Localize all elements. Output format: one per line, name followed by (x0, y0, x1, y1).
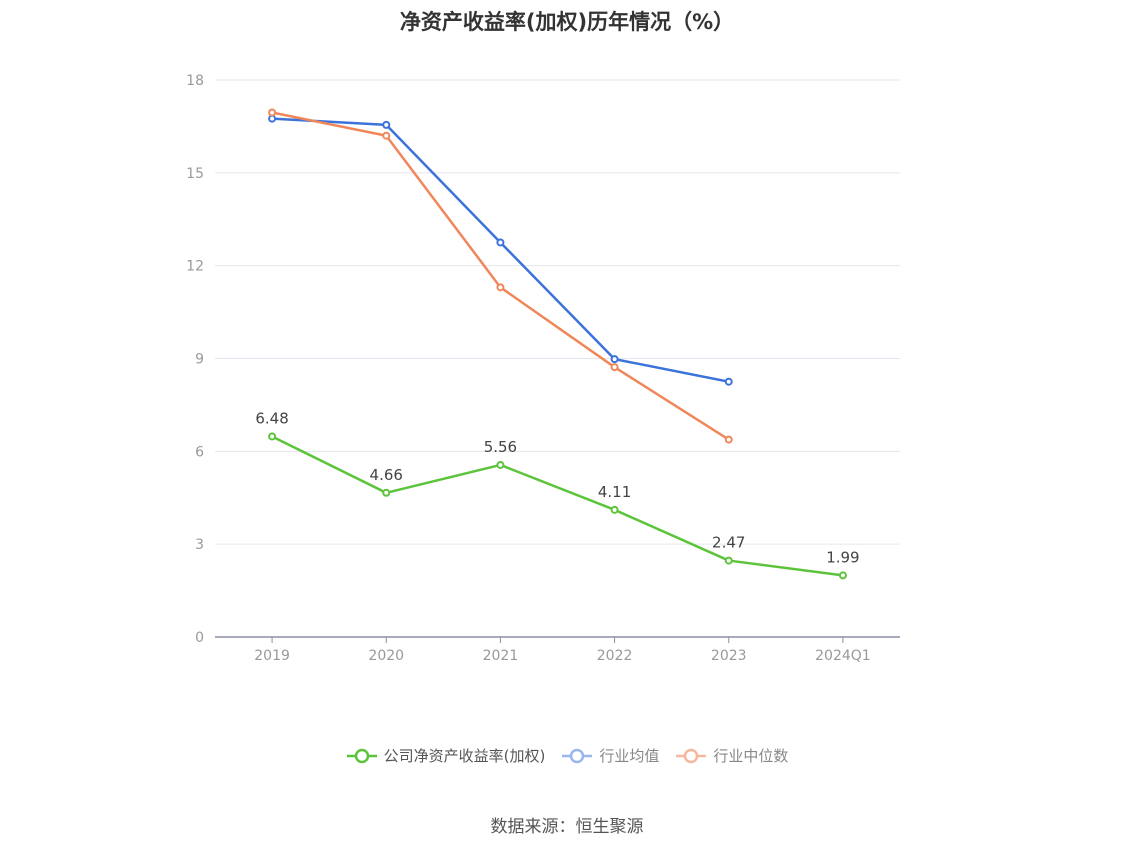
legend-label-industry-mean: 行业均值 (599, 747, 660, 765)
y-tick-label: 12 (186, 259, 204, 275)
data-point (724, 435, 733, 444)
data-point (382, 488, 391, 497)
legend-item-company-roe[interactable]: 公司净资产收益率(加权) (346, 745, 546, 766)
legend-line-marker-icon (676, 748, 707, 763)
y-tick-label: 9 (195, 352, 204, 368)
data-label: 1.99 (826, 548, 859, 566)
series-line-1 (272, 117, 729, 383)
data-point (838, 571, 847, 580)
data-point (268, 432, 277, 441)
legend-label-industry-median: 行业中位数 (713, 747, 789, 765)
x-tick-label: 2024Q1 (815, 648, 871, 664)
legend-item-industry-median[interactable]: 行业中位数 (675, 745, 788, 766)
chart-title: 净资产收益率(加权)历年情况（%） (399, 10, 735, 34)
data-point (724, 377, 733, 386)
data-label: 5.56 (484, 438, 517, 456)
data-point (268, 108, 277, 117)
legend-line-marker-icon (562, 748, 593, 763)
data-point (610, 363, 619, 372)
series-line-0 (271, 435, 844, 577)
data-label: 4.11 (598, 483, 631, 501)
data-point (610, 505, 619, 514)
y-tick-label: 3 (195, 537, 204, 553)
data-point (610, 355, 619, 364)
legend-label-company-roe: 公司净资产收益率(加权) (383, 747, 546, 765)
data-point (382, 120, 391, 129)
data-source-note: 数据来源：恒生聚源 (490, 817, 644, 837)
x-tick-label: 2019 (254, 648, 290, 664)
x-tick-label: 2020 (368, 648, 404, 664)
legend: 公司净资产收益率(加权) 行业均值 行业中位数 (0, 745, 1134, 766)
y-tick-label: 6 (195, 444, 204, 460)
data-point (496, 238, 505, 247)
x-tick-label: 2023 (711, 648, 747, 664)
x-tick-label: 2022 (597, 648, 633, 664)
series-line-2 (271, 111, 730, 441)
data-label: 4.66 (370, 466, 403, 484)
legend-item-industry-mean[interactable]: 行业均值 (561, 745, 659, 766)
data-point (724, 556, 733, 565)
x-tick-label: 2021 (483, 648, 519, 664)
data-label: 6.48 (255, 409, 288, 427)
data-label: 2.47 (712, 534, 745, 552)
data-point (496, 283, 505, 292)
y-tick-label: 18 (186, 73, 204, 89)
data-point (382, 131, 391, 140)
y-tick-label: 15 (186, 166, 204, 182)
legend-line-marker-icon (346, 748, 377, 763)
y-tick-label: 0 (195, 630, 204, 646)
data-point (496, 460, 505, 469)
data-point (268, 114, 277, 123)
